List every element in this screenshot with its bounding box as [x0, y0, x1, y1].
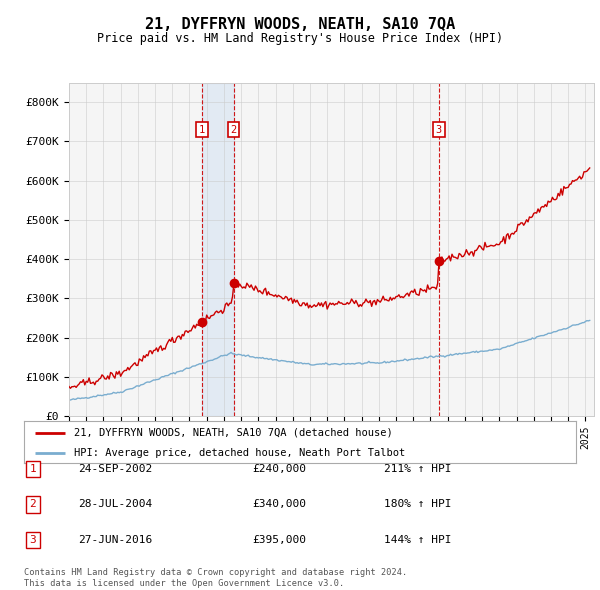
Text: 180% ↑ HPI: 180% ↑ HPI — [384, 500, 452, 509]
Text: 27-JUN-2016: 27-JUN-2016 — [78, 535, 152, 545]
Text: 21, DYFFRYN WOODS, NEATH, SA10 7QA: 21, DYFFRYN WOODS, NEATH, SA10 7QA — [145, 17, 455, 31]
Text: Price paid vs. HM Land Registry's House Price Index (HPI): Price paid vs. HM Land Registry's House … — [97, 32, 503, 45]
Text: 28-JUL-2004: 28-JUL-2004 — [78, 500, 152, 509]
Text: HPI: Average price, detached house, Neath Port Talbot: HPI: Average price, detached house, Neat… — [74, 448, 405, 457]
Bar — [202, 83, 234, 416]
Text: £340,000: £340,000 — [252, 500, 306, 509]
Text: 1: 1 — [29, 464, 37, 474]
Text: This data is licensed under the Open Government Licence v3.0.: This data is licensed under the Open Gov… — [24, 579, 344, 588]
Text: 21, DYFFRYN WOODS, NEATH, SA10 7QA (detached house): 21, DYFFRYN WOODS, NEATH, SA10 7QA (deta… — [74, 428, 392, 438]
Text: 24-SEP-2002: 24-SEP-2002 — [78, 464, 152, 474]
Text: 3: 3 — [436, 124, 442, 135]
Text: 1: 1 — [199, 124, 205, 135]
Text: £395,000: £395,000 — [252, 535, 306, 545]
Text: 3: 3 — [29, 535, 37, 545]
Text: Contains HM Land Registry data © Crown copyright and database right 2024.: Contains HM Land Registry data © Crown c… — [24, 568, 407, 576]
Text: 211% ↑ HPI: 211% ↑ HPI — [384, 464, 452, 474]
Text: 2: 2 — [230, 124, 237, 135]
Text: 2: 2 — [29, 500, 37, 509]
Text: 144% ↑ HPI: 144% ↑ HPI — [384, 535, 452, 545]
Text: £240,000: £240,000 — [252, 464, 306, 474]
